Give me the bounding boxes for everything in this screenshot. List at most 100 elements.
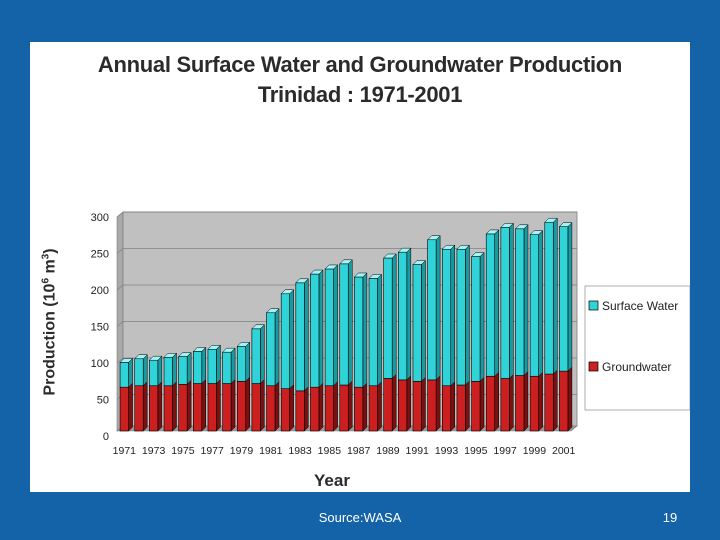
legend-box (584, 285, 690, 411)
bar-side-groundwater (435, 375, 441, 432)
bar-side-groundwater (304, 386, 309, 432)
x-tick-label: 1991 (406, 445, 430, 457)
bar-side-surface-water (304, 278, 309, 392)
legend-label: Surface Water (602, 299, 678, 313)
bar-groundwater (193, 383, 203, 432)
bar-surface-water (251, 328, 261, 384)
bar-side-surface-water (318, 269, 324, 388)
bar-side-groundwater (274, 381, 280, 432)
bar-top (236, 342, 251, 347)
bar-groundwater (368, 385, 378, 432)
bar-side-surface-water (157, 355, 163, 387)
bar-side-surface-water (128, 357, 133, 388)
bar-surface-water (339, 263, 349, 386)
bar-side-groundwater (479, 376, 485, 432)
y-gridline (116, 248, 577, 254)
x-axis-label: Year (314, 471, 350, 490)
bar-groundwater (222, 383, 232, 432)
bar-side-groundwater (377, 381, 382, 432)
legend-swatch (588, 300, 599, 311)
bar-surface-water (515, 228, 525, 376)
bar-groundwater (207, 383, 217, 432)
bar-surface-water (280, 293, 290, 389)
bar-top (119, 358, 134, 363)
bar-side-groundwater (333, 381, 338, 432)
bar-top (324, 264, 339, 270)
bar-groundwater (383, 378, 393, 432)
bar-side-surface-water (421, 259, 426, 382)
bar-side-surface-water (377, 273, 382, 387)
bar-side-surface-water (142, 354, 148, 387)
bar-side-groundwater (391, 373, 397, 432)
bar-groundwater (324, 385, 334, 432)
bar-surface-water (236, 346, 247, 382)
bar-side-groundwater (450, 381, 456, 432)
x-tick-label: 1971 (113, 445, 137, 457)
bar-side-groundwater (186, 379, 192, 432)
bar-side-groundwater (230, 378, 236, 432)
bar-side-groundwater (245, 376, 250, 432)
legend-label: Groundwater (602, 360, 671, 374)
bar-top (163, 353, 178, 358)
x-tick-label: 1989 (376, 445, 400, 457)
bar-side-surface-water (479, 251, 485, 382)
x-tick-label: 1987 (347, 445, 371, 457)
bar-side-surface-water (333, 264, 338, 387)
bar-groundwater (280, 388, 290, 432)
x-tick-label: 2001 (552, 445, 576, 457)
bar-groundwater (500, 378, 510, 432)
bar-groundwater (163, 385, 173, 432)
bar-top (251, 324, 265, 330)
y-tick-label: 250 (91, 249, 109, 261)
y-tick-label: 200 (91, 285, 109, 297)
y-tick-label: 300 (91, 212, 109, 224)
y-tick-label: 150 (91, 322, 109, 334)
bar-surface-water (310, 273, 320, 388)
bar-top (178, 352, 192, 357)
bar-side-surface-water (391, 253, 397, 380)
bar-side-surface-water (245, 341, 250, 382)
bar-side-surface-water (216, 344, 221, 385)
bar-groundwater (119, 386, 129, 432)
bar-side-groundwater (347, 380, 353, 432)
bar-groundwater (339, 384, 349, 432)
bar-side-groundwater (142, 381, 148, 432)
bar-groundwater (251, 383, 261, 432)
bar-side-groundwater (157, 381, 163, 432)
bar-surface-water (456, 248, 466, 386)
bar-surface-water (149, 359, 159, 387)
bar-side-surface-water (465, 244, 470, 386)
bar-top (529, 230, 544, 235)
bar-top (427, 235, 441, 240)
bar-groundwater (544, 373, 554, 432)
bar-surface-water (163, 356, 173, 387)
bar-top (309, 269, 324, 275)
bar-top (192, 347, 207, 352)
bar-side-groundwater (128, 382, 133, 432)
bar-side-surface-water (260, 324, 265, 385)
bar-side-surface-water (347, 259, 353, 386)
bar-side-surface-water (274, 308, 280, 387)
bar-groundwater (295, 390, 305, 432)
bar-top (280, 289, 295, 295)
bar-surface-water (427, 239, 437, 381)
x-tick-label: 1983 (288, 445, 312, 457)
bar-side-groundwater (216, 378, 221, 432)
bar-side-surface-water (567, 221, 573, 372)
bar-surface-water (134, 358, 144, 387)
bar-groundwater (266, 385, 276, 432)
bar-top (353, 272, 368, 278)
bar-side-surface-water (553, 217, 558, 375)
bar-top (295, 278, 309, 284)
bar-groundwater (515, 375, 525, 432)
bar-top (558, 222, 573, 227)
bar-groundwater (559, 370, 569, 432)
bar-surface-water (471, 256, 481, 382)
bar-surface-water (500, 227, 510, 379)
x-tick-label: 1975 (171, 445, 195, 457)
bar-surface-water (354, 276, 364, 388)
bar-top (412, 260, 427, 265)
bar-side-groundwater (421, 376, 426, 432)
bar-side-surface-water (186, 351, 192, 385)
bar-side-surface-water (435, 235, 441, 381)
